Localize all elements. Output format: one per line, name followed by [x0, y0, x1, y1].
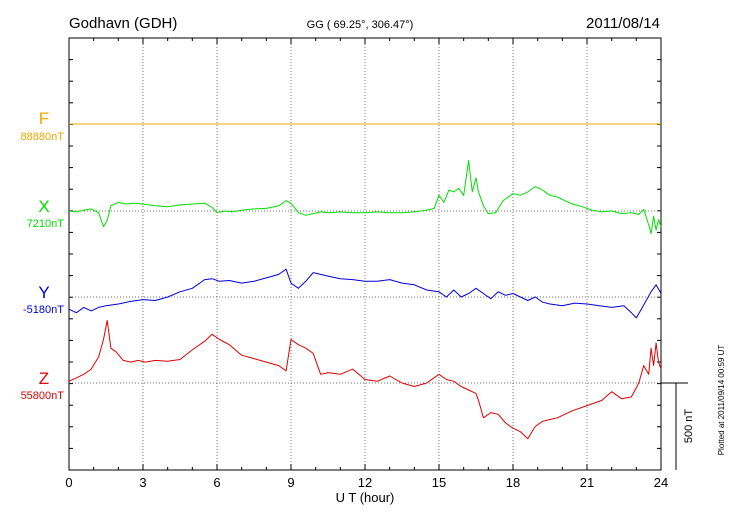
- x-axis-label: U T (hour): [336, 490, 395, 505]
- x-tick-label: 12: [358, 475, 372, 490]
- x-tick-label: 18: [506, 475, 520, 490]
- station-title: Godhavn (GDH): [69, 15, 177, 32]
- series-labels: F 88880nT X 7210nT Y -5180nT Z 55800nT: [21, 109, 65, 402]
- series-baseline-x: 7210nT: [27, 218, 65, 230]
- series-line-y: [68, 268, 662, 319]
- series-baseline-z: 55800nT: [21, 390, 65, 402]
- series-baseline-f: 88880nT: [21, 131, 65, 143]
- x-tick-label: 0: [65, 475, 72, 490]
- x-tick-label: 6: [213, 475, 220, 490]
- x-tick-label: 24: [654, 475, 668, 490]
- series-lines: [68, 123, 662, 440]
- scale-bar-label: 500 nT: [683, 409, 695, 444]
- x-tick-labels: 0 3 6 9 12 15 18 21 24: [65, 475, 668, 490]
- series-name-f: F: [39, 109, 49, 128]
- plotted-timestamp: Plotted at 2011/09/14 00:59 UT: [717, 345, 726, 456]
- series-name-x: X: [38, 197, 49, 216]
- series-name-z: Z: [39, 369, 49, 388]
- axis-ticks: [68, 38, 662, 470]
- scale-bar: 500 nT: [661, 382, 695, 470]
- x-tick-label: 21: [580, 475, 594, 490]
- x-tick-label: 3: [139, 475, 146, 490]
- x-tick-label: 9: [287, 475, 294, 490]
- series-baseline-y: -5180nT: [23, 304, 64, 316]
- series-name-y: Y: [38, 283, 49, 302]
- series-line-z: [68, 319, 662, 440]
- date-label: 2011/08/14: [586, 15, 660, 32]
- station-coords: GG ( 69.25°, 306.47°): [307, 19, 414, 31]
- series-line-x: [68, 160, 662, 235]
- grid: [142, 38, 588, 470]
- x-tick-label: 15: [432, 475, 446, 490]
